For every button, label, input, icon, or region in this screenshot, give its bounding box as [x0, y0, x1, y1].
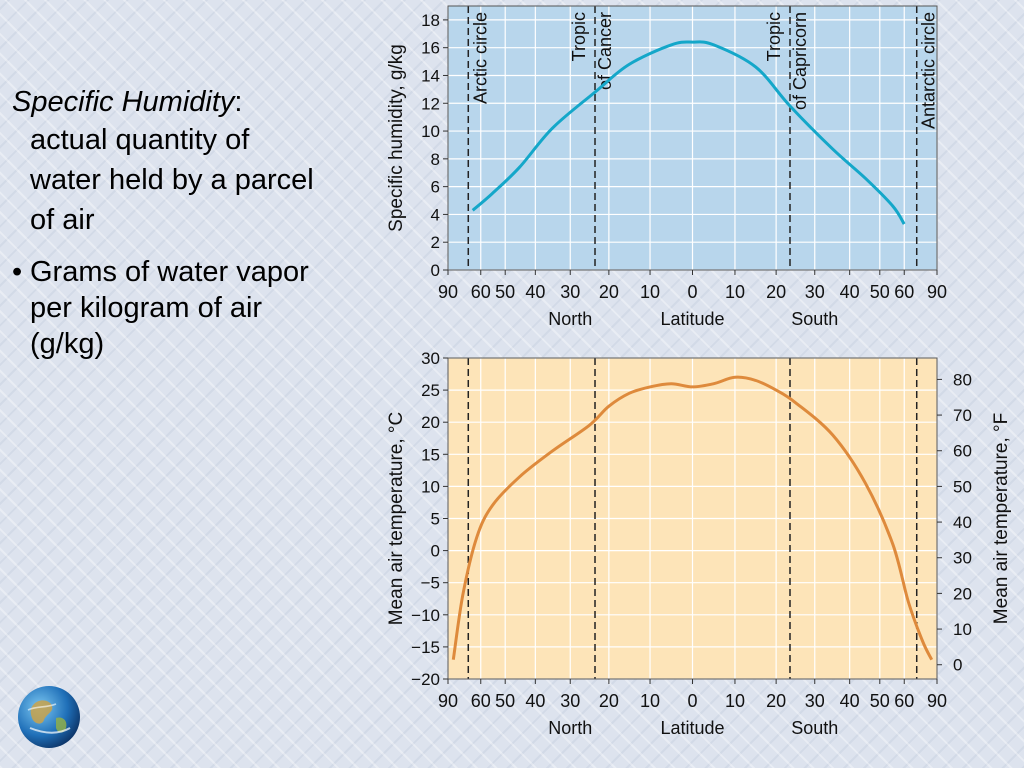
x-tick-label: 40: [840, 691, 860, 711]
y-tick-label: 10: [421, 477, 440, 496]
bullet-line: per kilogram of air: [30, 292, 263, 324]
y-tick-label: 8: [431, 150, 440, 169]
x-tick-label: 10: [725, 282, 745, 302]
x-tick-label: 60: [471, 691, 491, 711]
y-tick-label: −10: [411, 606, 440, 625]
x-tick-label: 20: [599, 282, 619, 302]
y-right-tick-label: 20: [953, 584, 972, 603]
y-right-tick-label: 30: [953, 549, 972, 568]
reference-line-label: Tropic: [569, 12, 589, 61]
definition-line: actual quantity of: [30, 124, 250, 156]
hemisphere-label: North: [548, 309, 592, 329]
y-tick-label: 0: [431, 261, 440, 280]
y-right-tick-label: 10: [953, 620, 972, 639]
x-tick-label: 60: [894, 282, 914, 302]
x-tick-label: 30: [805, 691, 825, 711]
y-tick-label: 14: [421, 66, 440, 85]
y-right-axis-label: Mean air temperature, °F: [991, 413, 1012, 624]
definition-line: of air: [30, 204, 95, 236]
x-tick-label: 90: [438, 282, 458, 302]
y-tick-label: 18: [421, 11, 440, 30]
x-tick-label: 0: [687, 282, 697, 302]
x-tick-label: 30: [560, 282, 580, 302]
definition-line: water held by a parcel: [30, 164, 314, 196]
bullet-line: (g/kg): [30, 328, 105, 360]
x-tick-label: 90: [438, 691, 458, 711]
y-right-tick-label: 80: [953, 370, 972, 389]
reference-line-label: of Cancer: [595, 12, 615, 90]
reference-line-label: Arctic circle: [470, 12, 490, 104]
x-tick-label: 50: [870, 282, 890, 302]
y-tick-label: 6: [431, 178, 440, 197]
y-axis-label: Mean air temperature, °C: [386, 412, 407, 626]
x-axis-label: Latitude: [660, 309, 724, 329]
x-tick-label: 20: [599, 691, 619, 711]
y-tick-label: 20: [421, 413, 440, 432]
x-tick-label: 90: [927, 691, 947, 711]
y-tick-label: −5: [421, 574, 440, 593]
x-tick-label: 10: [640, 691, 660, 711]
x-tick-label: 50: [495, 691, 515, 711]
y-right-tick-label: 0: [953, 656, 962, 675]
x-tick-label: 40: [525, 691, 545, 711]
term: Specific Humidity: [12, 86, 235, 118]
x-tick-label: 40: [840, 282, 860, 302]
hemisphere-label: South: [791, 309, 838, 329]
y-tick-label: 4: [431, 205, 440, 224]
y-tick-label: 2: [431, 233, 440, 252]
bullet-marker: •: [12, 256, 23, 288]
series-line: [471, 40, 906, 225]
x-tick-label: 60: [471, 282, 491, 302]
definition-heading: Specific Humidity:: [12, 84, 372, 120]
term-suffix: :: [234, 86, 243, 118]
x-tick-label: 40: [525, 282, 545, 302]
x-axis-label: Latitude: [660, 718, 724, 738]
x-tick-label: 10: [725, 691, 745, 711]
y-right-tick-label: 60: [953, 442, 972, 461]
y-right-tick-label: 40: [953, 513, 972, 532]
reference-line-label: of Capricorn: [790, 12, 810, 110]
y-tick-label: 12: [421, 94, 440, 113]
y-tick-label: 0: [431, 542, 440, 561]
reference-line-label: Antarctic circle: [919, 12, 939, 129]
x-tick-label: 50: [495, 282, 515, 302]
y-tick-label: 15: [421, 445, 440, 464]
x-tick-label: 60: [894, 691, 914, 711]
x-tick-label: 50: [870, 691, 890, 711]
x-tick-label: 20: [766, 691, 786, 711]
x-tick-label: 90: [927, 282, 947, 302]
reference-line-label: Tropic: [764, 12, 784, 61]
x-tick-label: 10: [640, 282, 660, 302]
y-tick-label: 10: [421, 122, 440, 141]
y-axis-label: Specific humidity, g/kg: [386, 44, 407, 232]
y-tick-label: −15: [411, 638, 440, 657]
y-right-tick-label: 70: [953, 406, 972, 425]
bullet-item: • Grams of water vapor per kilogram of a…: [12, 254, 372, 362]
hemisphere-label: North: [548, 718, 592, 738]
y-tick-label: 25: [421, 381, 440, 400]
earth-globe-icon: [18, 686, 80, 748]
bullet-line: Grams of water vapor: [30, 256, 309, 288]
x-tick-label: 30: [560, 691, 580, 711]
y-tick-label: 16: [421, 39, 440, 58]
x-tick-label: 0: [687, 691, 697, 711]
x-tick-label: 20: [766, 282, 786, 302]
series-line: [451, 375, 934, 661]
y-tick-label: −20: [411, 670, 440, 689]
y-tick-label: 5: [431, 510, 440, 529]
slide-text: Specific Humidity: actual quantity of wa…: [12, 84, 372, 362]
hemisphere-label: South: [791, 718, 838, 738]
y-right-tick-label: 50: [953, 477, 972, 496]
x-tick-label: 30: [805, 282, 825, 302]
y-tick-label: 30: [421, 349, 440, 368]
